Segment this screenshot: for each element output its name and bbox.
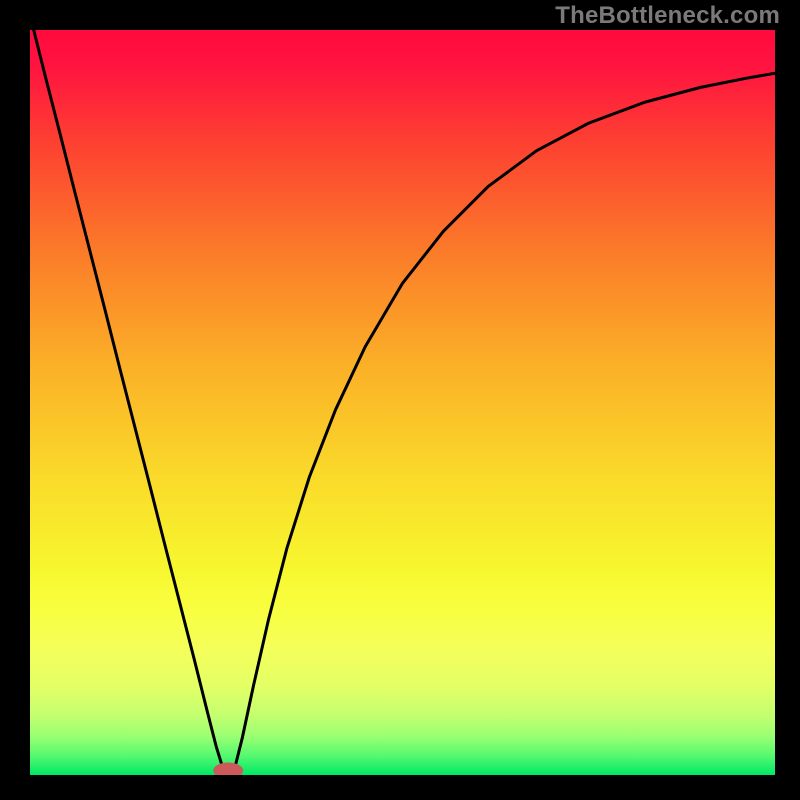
watermark-text: TheBottleneck.com bbox=[555, 2, 780, 30]
bottleneck-curve-chart bbox=[30, 30, 775, 775]
gradient-background bbox=[30, 30, 775, 775]
plot-area bbox=[30, 30, 775, 775]
chart-frame: TheBottleneck.com bbox=[0, 0, 800, 800]
